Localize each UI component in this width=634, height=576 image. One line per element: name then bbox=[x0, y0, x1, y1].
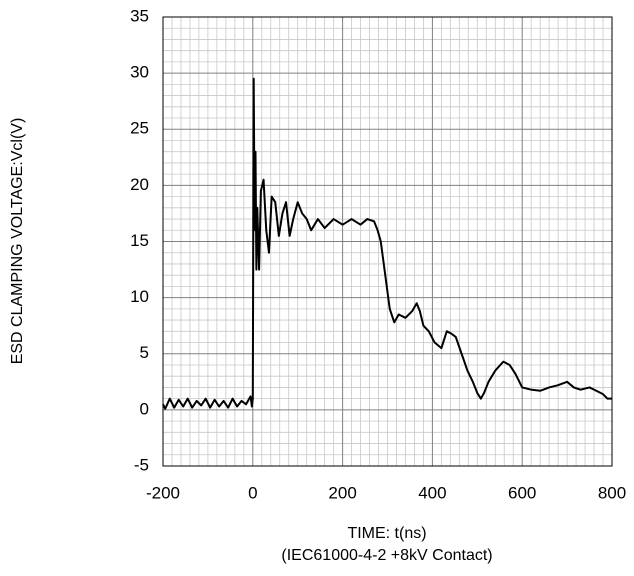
y-tick-label: 5 bbox=[140, 343, 149, 362]
plot-frame bbox=[162, 16, 613, 467]
x-tick-label: 800 bbox=[598, 483, 626, 502]
y-tick-label: -5 bbox=[134, 455, 149, 474]
y-tick-label: 20 bbox=[130, 175, 149, 194]
x-axis-label: (IEC61000-4-2 +8kV Contact) bbox=[281, 547, 492, 564]
y-tick-label: 30 bbox=[130, 63, 149, 82]
x-tick-label: 0 bbox=[248, 483, 257, 502]
x-tick-label: 400 bbox=[418, 483, 446, 502]
x-tick-label: 200 bbox=[328, 483, 356, 502]
waveform-line bbox=[162, 77, 612, 410]
y-tick-label: 10 bbox=[130, 287, 149, 306]
y-tick-label: 25 bbox=[130, 119, 149, 138]
y-tick-label: 35 bbox=[130, 6, 149, 25]
y-tick-label: 15 bbox=[130, 231, 149, 250]
y-axis-label: ESD CLAMPING VOLTAGE:Vcl(V) bbox=[9, 118, 26, 365]
x-axis-label: TIME: t(ns) bbox=[347, 525, 426, 542]
x-tick-label: -200 bbox=[146, 483, 180, 502]
x-tick-label: 600 bbox=[508, 483, 536, 502]
y-tick-label: 0 bbox=[140, 399, 149, 418]
